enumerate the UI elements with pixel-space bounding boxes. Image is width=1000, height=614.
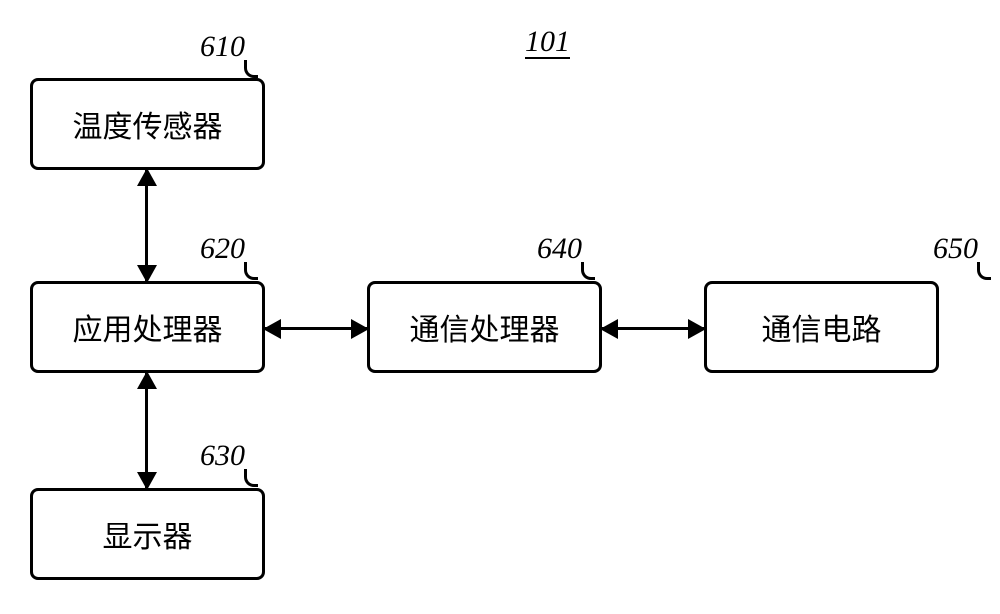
ref-label-630: 630 [200,439,245,473]
box-display: 显示器 [30,488,265,580]
box-label: 温度传感器 [73,102,223,146]
ref-label-620: 620 [200,232,245,266]
ref-tick-620 [244,262,258,280]
box-temperature-sensor: 温度传感器 [30,78,265,170]
ref-label-640: 640 [537,232,582,266]
box-label: 通信电路 [762,305,882,349]
ref-tick-630 [244,469,258,487]
box-communication-processor: 通信处理器 [367,281,602,373]
box-label: 通信处理器 [410,305,560,349]
ref-tick-640 [581,262,595,280]
ref-label-610: 610 [200,30,245,64]
box-application-processor: 应用处理器 [30,281,265,373]
box-label: 应用处理器 [73,305,223,349]
block-diagram: 101 温度传感器 应用处理器 显示器 通信处理器 通信电路 610 620 6… [0,0,1000,614]
arrow-ap-to-cp [265,327,367,330]
box-label: 显示器 [103,512,193,556]
arrow-cp-to-circuit [602,327,704,330]
arrow-ap-to-display [145,373,148,488]
box-communication-circuit: 通信电路 [704,281,939,373]
ref-tick-650 [977,262,991,280]
ref-label-650: 650 [933,232,978,266]
ref-tick-610 [244,60,258,78]
figure-number: 101 [525,25,570,59]
arrow-sensor-to-ap [145,170,148,281]
